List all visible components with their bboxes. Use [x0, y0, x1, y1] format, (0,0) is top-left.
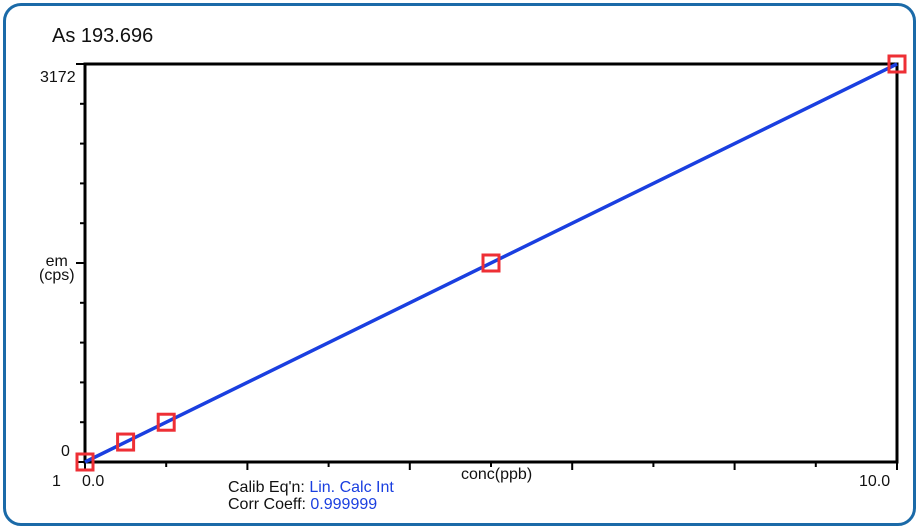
data-point	[156, 412, 176, 432]
x-tick-label-min: 0.0	[82, 473, 105, 490]
calibration-line	[84, 62, 898, 464]
data-point	[887, 54, 907, 74]
corr-coeff-label: Corr Coeff:	[228, 496, 306, 513]
corr-coeff-row: Corr Coeff: 0.999999	[228, 496, 394, 513]
calibration-info: Calib Eq'n: Lin. Calc Int Corr Coeff: 0.…	[228, 479, 394, 513]
y-tick-label-max: 3172	[40, 69, 76, 86]
y-axis-ticks	[76, 63, 85, 463]
data-point	[75, 452, 95, 472]
calib-equation-value: Lin. Calc Int	[309, 479, 394, 496]
data-markers	[75, 54, 907, 472]
y-tick-label-min: 0	[61, 443, 70, 460]
y-axis-label-line1: em	[45, 253, 68, 270]
data-point	[481, 253, 501, 273]
data-point	[116, 432, 136, 452]
y-axis-label-line2: (cps)	[39, 267, 75, 284]
calib-equation-label: Calib Eq'n:	[228, 479, 305, 496]
corr-coeff-value: 0.999999	[310, 496, 378, 513]
chart-panel	[3, 3, 916, 526]
x-axis-label: conc(ppb)	[461, 466, 533, 483]
calib-equation-row: Calib Eq'n: Lin. Calc Int	[228, 479, 394, 496]
y-axis-label: em (cps)	[39, 253, 75, 284]
x-tick-label-max: 10.0	[859, 473, 891, 490]
corner-label: 1	[52, 473, 61, 490]
chart-title: As 193.696	[52, 25, 154, 47]
x-axis-ticks	[84, 462, 898, 470]
